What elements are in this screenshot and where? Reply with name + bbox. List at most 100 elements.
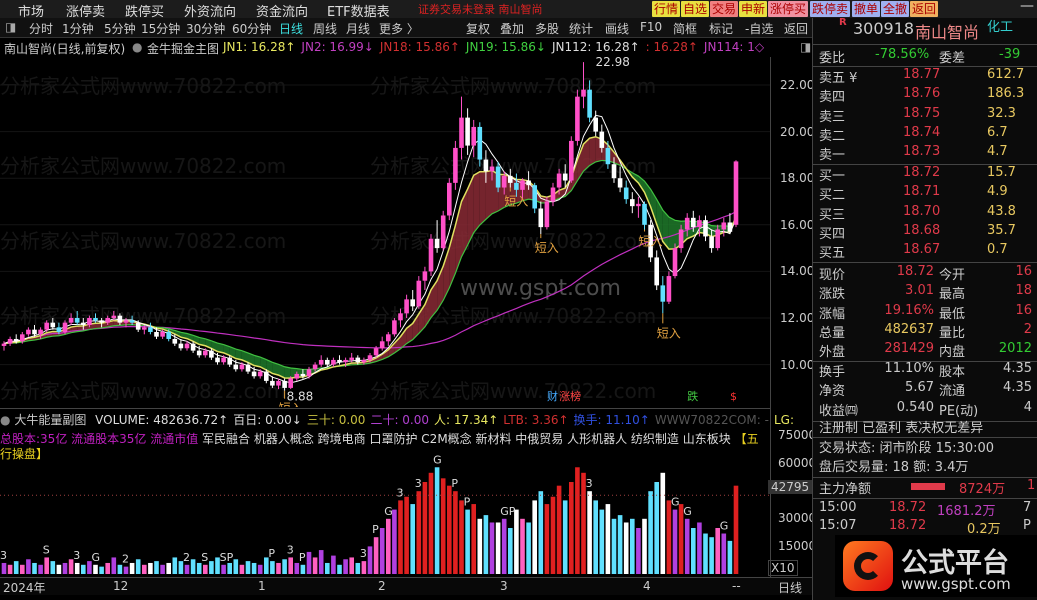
main-flow-row[interactable]: 主力净额 8724万 1 — [819, 478, 1036, 497]
stock-header: R 300918 南山智尚 化工 — [819, 17, 1037, 42]
asks-row[interactable]: 卖四 18.76 186.3 — [819, 86, 1025, 106]
menu-item[interactable]: ETF数据表 — [327, 5, 390, 20]
quick-button[interactable]: 返回 — [910, 1, 939, 17]
asks-row[interactable]: 卖五 ¥18.77 612.7 — [819, 67, 1025, 86]
menu-item[interactable]: 外资流向 — [184, 5, 237, 20]
ribbon-segment — [656, 199, 663, 242]
quick-button[interactable]: 交易 — [710, 1, 739, 17]
ribbon-segment — [449, 225, 456, 288]
candle-body — [575, 96, 580, 141]
toolbar-button[interactable]: 标记 — [709, 22, 734, 36]
period-tab[interactable]: 1分钟 — [62, 22, 94, 36]
high-price-label: 22.98 — [596, 57, 630, 69]
candle-body — [245, 364, 251, 372]
quick-button[interactable]: 自选 — [681, 1, 710, 17]
volume-bar — [404, 496, 409, 574]
main-flow-bar — [911, 483, 945, 490]
gspt-logo: 公式平台 www.gspt.com — [835, 535, 1037, 597]
menu-item[interactable]: 涨停卖 — [66, 5, 106, 20]
period-tab[interactable]: 30分钟 — [186, 22, 226, 36]
candlestick-chart[interactable]: 22.988.88短入短入短入短入短入财涨榜跌$ — [0, 57, 770, 407]
toolbar-button[interactable]: 统计 — [569, 22, 594, 36]
toolbar-button[interactable]: 复权 — [466, 22, 491, 36]
sidebar-toggle-icon[interactable]: ◨ — [5, 20, 17, 34]
volume-dropdown-icon[interactable]: ● — [0, 413, 11, 427]
volume-bar — [227, 562, 232, 574]
bids-row[interactable]: 买四 18.68 35.7 — [819, 222, 1016, 242]
period-tab[interactable]: 15分钟 — [141, 22, 181, 36]
quick-button[interactable]: 全撤 — [881, 1, 910, 17]
ribbon-segment — [95, 323, 102, 329]
indicator-value: JN19: 15.86↓ — [465, 40, 546, 54]
stat-row: 收益㈣ 0.540 PE(动) 4 — [819, 399, 1032, 419]
volume-bar — [343, 559, 348, 574]
price-tick: 22.00 — [780, 78, 815, 92]
bids-row[interactable]: 买三 18.70 43.8 — [819, 203, 1016, 223]
quick-button[interactable]: 涨停买 — [768, 1, 809, 17]
period-tab[interactable]: 60分钟 — [232, 22, 272, 36]
date-tick: 4 — [643, 579, 651, 593]
minimize-button[interactable]: — — [1020, 0, 1034, 14]
period-tab[interactable]: 分时 — [29, 22, 54, 36]
toolbar-button[interactable]: 画线 — [605, 22, 630, 36]
volume-signal-label: S — [201, 551, 208, 564]
volume-bar — [270, 561, 275, 574]
sector-link[interactable]: 化工 — [987, 20, 1014, 35]
formula-dropdown-icon[interactable]: ● — [132, 40, 143, 54]
volume-bar — [447, 485, 452, 574]
quick-button[interactable]: 跌停卖 — [810, 1, 851, 17]
price-tick: 10.00 — [780, 357, 815, 372]
volume-multiplier[interactable]: X10 — [768, 560, 798, 576]
candle-body — [117, 315, 123, 323]
login-status[interactable]: 证券交易未登录 南山智尚 — [418, 3, 543, 16]
asks-row[interactable]: 卖一 18.73 4.7 — [819, 144, 1008, 164]
period-indicator[interactable]: 日线 — [778, 581, 803, 595]
asks-row[interactable]: 卖三 18.75 32.3 — [819, 105, 1016, 125]
indicator-value: JN114: 1◇ — [703, 40, 765, 54]
period-tab[interactable]: 5分钟 — [104, 22, 136, 36]
volume-bar — [257, 564, 263, 574]
period-tab[interactable]: 更多 〉 — [379, 22, 419, 36]
quick-button[interactable]: 撤单 — [852, 1, 881, 17]
panel-toggle-icon[interactable]: ◨ — [800, 40, 812, 54]
concept-tag[interactable]: 【五行操盘】 — [0, 432, 759, 461]
candle-body — [654, 257, 659, 286]
volume-bar — [184, 564, 190, 574]
volume-bar — [508, 528, 513, 574]
period-tab[interactable]: 日线 — [279, 22, 304, 36]
toolbar-button[interactable]: 叠加 — [500, 22, 525, 36]
period-tab[interactable]: 周线 — [313, 22, 338, 36]
candle-body — [703, 220, 708, 237]
menu-item[interactable]: 跌停买 — [125, 5, 165, 20]
toolbar-button[interactable]: F10 — [640, 20, 663, 34]
volume-tick: 42795 — [768, 480, 813, 494]
formula-name[interactable]: 金牛掘金主图 — [147, 42, 220, 56]
candle-body — [477, 126, 483, 160]
menu-item[interactable]: 市场 — [18, 5, 45, 20]
toolbar-button[interactable]: 多股 — [535, 22, 560, 36]
bids-row[interactable]: 买二 18.71 4.9 — [819, 184, 1008, 204]
quick-button[interactable]: 行情 — [652, 1, 681, 17]
volume-indicator-name[interactable]: 大牛能量副图 — [14, 413, 87, 427]
toolbar-button[interactable]: 简框 — [673, 22, 698, 36]
volume-bar — [44, 557, 49, 574]
toolbar-button[interactable]: 返回 — [784, 22, 809, 36]
asks-row[interactable]: 卖二 18.74 6.7 — [819, 124, 1008, 144]
ribbon-segment — [650, 189, 657, 225]
indicator-value: JN1: 16.28↑ — [223, 40, 296, 54]
candle-body — [630, 199, 635, 207]
candle-body — [135, 322, 141, 330]
quick-button[interactable]: 申新 — [739, 1, 768, 17]
bids-row[interactable]: 买五 18.67 0.7 — [819, 242, 1008, 262]
volume-bar — [489, 522, 495, 574]
volume-bar — [630, 518, 635, 574]
period-tab[interactable]: 月线 — [346, 22, 371, 36]
bids-row[interactable]: 买一 18.72 15.7 — [819, 165, 1016, 184]
candle-body — [160, 331, 165, 337]
ribbon-segment — [589, 136, 596, 166]
toolbar-button[interactable]: -自选 — [745, 22, 774, 36]
candle-body — [642, 203, 647, 225]
menu-item[interactable]: 资金流向 — [256, 5, 309, 20]
volume-signal-label: G — [92, 551, 101, 564]
